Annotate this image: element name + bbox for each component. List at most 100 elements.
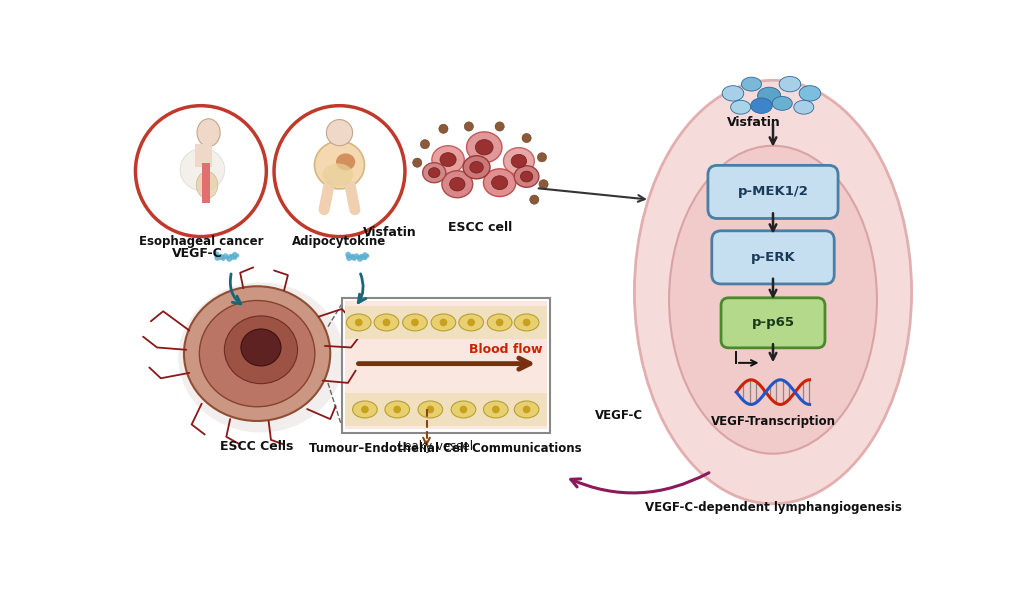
Circle shape: [355, 318, 362, 326]
Circle shape: [464, 122, 473, 131]
Circle shape: [344, 252, 351, 258]
Ellipse shape: [470, 162, 483, 173]
Circle shape: [411, 318, 419, 326]
Ellipse shape: [314, 141, 364, 189]
Circle shape: [359, 254, 363, 258]
Circle shape: [354, 253, 359, 259]
Circle shape: [136, 106, 266, 237]
Circle shape: [226, 256, 232, 262]
Text: VEGF-Transcription: VEGF-Transcription: [710, 415, 835, 428]
Ellipse shape: [741, 77, 761, 91]
Circle shape: [495, 318, 503, 326]
Circle shape: [231, 252, 237, 258]
Ellipse shape: [353, 401, 377, 418]
Circle shape: [221, 257, 225, 261]
Circle shape: [345, 255, 352, 261]
Ellipse shape: [799, 86, 820, 101]
Circle shape: [522, 406, 530, 413]
Circle shape: [491, 406, 499, 413]
Ellipse shape: [439, 153, 455, 166]
Text: Visfatin: Visfatin: [727, 117, 780, 130]
Text: Adipocytokine: Adipocytokine: [292, 236, 386, 249]
Bar: [344, 392, 546, 426]
Ellipse shape: [403, 314, 427, 331]
Ellipse shape: [463, 156, 489, 179]
Circle shape: [357, 256, 363, 262]
Circle shape: [225, 256, 229, 260]
Ellipse shape: [520, 171, 532, 182]
Ellipse shape: [514, 401, 538, 418]
Ellipse shape: [224, 316, 298, 384]
Ellipse shape: [422, 163, 445, 183]
Ellipse shape: [428, 168, 439, 178]
Circle shape: [350, 254, 354, 258]
Ellipse shape: [511, 155, 526, 168]
Bar: [344, 301, 546, 429]
Circle shape: [222, 253, 228, 259]
Circle shape: [439, 318, 447, 326]
Circle shape: [438, 124, 447, 133]
Ellipse shape: [199, 301, 315, 407]
Ellipse shape: [418, 401, 442, 418]
Text: VEGF-C: VEGF-C: [172, 247, 223, 260]
Circle shape: [382, 318, 390, 326]
Circle shape: [346, 255, 351, 258]
Ellipse shape: [431, 314, 455, 331]
Circle shape: [215, 254, 218, 258]
Circle shape: [537, 153, 546, 162]
Ellipse shape: [466, 132, 501, 163]
Text: Esophageal cancer: Esophageal cancer: [139, 236, 263, 249]
Circle shape: [522, 133, 531, 143]
Ellipse shape: [503, 147, 534, 175]
Ellipse shape: [750, 98, 771, 114]
Circle shape: [219, 255, 224, 260]
Bar: [195, 144, 212, 168]
Ellipse shape: [730, 100, 750, 114]
Ellipse shape: [384, 401, 410, 418]
Text: Blood flow: Blood flow: [469, 343, 542, 356]
Circle shape: [235, 253, 239, 258]
Circle shape: [229, 254, 235, 260]
Bar: [341, 298, 549, 433]
Ellipse shape: [449, 178, 465, 191]
Ellipse shape: [197, 119, 220, 146]
Circle shape: [460, 406, 467, 413]
Circle shape: [522, 318, 530, 326]
Ellipse shape: [491, 176, 507, 189]
Text: VEGF-C-dependent lymphangiogenesis: VEGF-C-dependent lymphangiogenesis: [644, 501, 901, 514]
Circle shape: [494, 122, 503, 131]
Circle shape: [233, 256, 237, 260]
Ellipse shape: [450, 401, 475, 418]
FancyBboxPatch shape: [711, 231, 834, 284]
Text: ESCC Cells: ESCC Cells: [220, 440, 293, 453]
Ellipse shape: [196, 172, 218, 198]
Text: VEGF-C: VEGF-C: [594, 408, 642, 422]
Bar: [202, 163, 210, 204]
Circle shape: [467, 318, 475, 326]
Circle shape: [413, 158, 422, 168]
Text: p-p65: p-p65: [751, 316, 794, 329]
Circle shape: [214, 255, 220, 261]
Ellipse shape: [335, 153, 355, 170]
Ellipse shape: [483, 401, 507, 418]
Circle shape: [426, 406, 434, 413]
Ellipse shape: [322, 163, 353, 186]
Ellipse shape: [374, 314, 398, 331]
Ellipse shape: [514, 314, 538, 331]
Ellipse shape: [459, 314, 483, 331]
Text: Visfatin: Visfatin: [362, 226, 416, 239]
Circle shape: [529, 195, 538, 204]
Circle shape: [326, 120, 353, 146]
Circle shape: [538, 179, 547, 189]
Ellipse shape: [240, 329, 280, 366]
Text: Tumour–Endothelial Cell Communications: Tumour–Endothelial Cell Communications: [309, 442, 582, 455]
Circle shape: [353, 257, 356, 261]
Ellipse shape: [721, 86, 743, 101]
Ellipse shape: [771, 96, 792, 110]
Ellipse shape: [180, 149, 224, 191]
Ellipse shape: [779, 76, 800, 92]
Circle shape: [228, 254, 232, 258]
Circle shape: [219, 254, 222, 258]
Circle shape: [356, 256, 360, 260]
Bar: [344, 305, 546, 339]
